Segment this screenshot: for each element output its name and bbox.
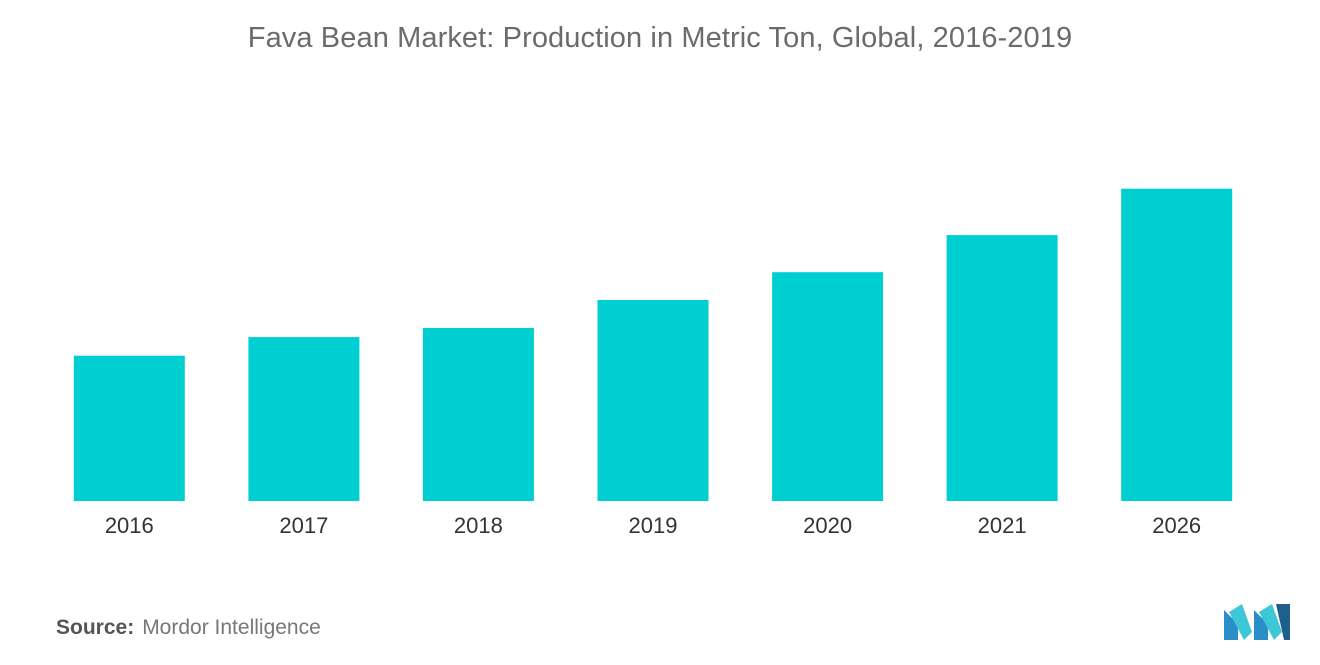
source-label: Source: [56,616,135,639]
source-value: Mordor Intelligence [142,616,321,639]
mordor-intelligence-logo-icon [1224,604,1290,640]
x-tick-label: 2020 [803,513,852,538]
bar-2017 [248,337,360,501]
x-tick-label: 2019 [629,513,678,538]
bar-2020 [772,272,884,501]
x-tick-label: 2017 [279,513,328,538]
x-tick-label: 2026 [1152,513,1201,538]
bars-group [73,188,1233,501]
bar-2026 [1121,188,1233,501]
x-tick-label: 2018 [454,513,503,538]
x-tick-label: 2016 [105,513,154,538]
bar-2019 [597,300,709,501]
x-tick-label: 2021 [978,513,1027,538]
chart-title: Fava Bean Market: Production in Metric T… [247,22,1073,54]
x-tick-labels-group: 2016 2017 2018 2019 2020 2021 2026 [105,513,1201,538]
source-note: Source: Mordor Intelligence [56,616,321,640]
bar-2016 [73,355,185,501]
bar-2018 [422,327,534,501]
bar-2021 [946,235,1058,501]
